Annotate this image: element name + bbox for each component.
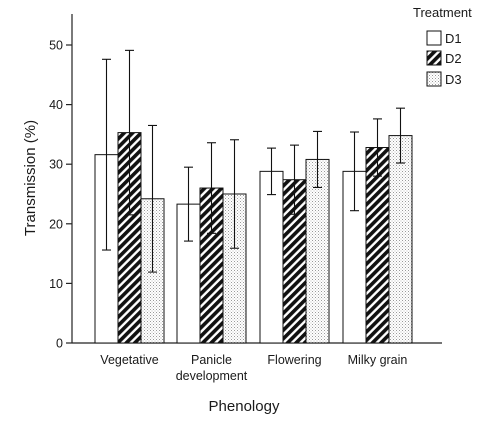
x-axis-title: Phenology: [209, 398, 280, 415]
bar-d3: [388, 135, 413, 344]
bars: [94, 132, 413, 344]
y-tick-label: 10: [49, 277, 63, 291]
x-tick-label: Panicle: [191, 353, 232, 367]
y-tick-label: 50: [49, 39, 63, 53]
x-tick-label: development: [176, 369, 248, 383]
legend-swatch-d3: [426, 71, 442, 87]
error-bar: [125, 49, 134, 216]
error-bar: [207, 142, 216, 234]
error-bar: [313, 130, 322, 188]
y-axis-title: Transmission (%): [22, 120, 39, 236]
y-tick-label: 20: [49, 217, 63, 231]
y-tick-label: 0: [56, 337, 63, 351]
y-tick-label: 40: [49, 98, 63, 112]
x-ticks: Vegetative Panicle development Flowering Mil…: [100, 353, 407, 383]
error-bar: [396, 107, 405, 164]
error-bar: [373, 118, 382, 177]
x-tick-label: Milky grain: [348, 353, 408, 367]
error-bars: [102, 49, 405, 273]
legend-title: Treatment: [413, 5, 472, 20]
error-bar: [184, 166, 193, 242]
legend: Treatment D1 D2 D3: [413, 5, 472, 87]
y-tick-label: 30: [49, 158, 63, 172]
error-bar: [350, 131, 359, 212]
bar-d1: [259, 170, 284, 344]
error-bar: [290, 144, 299, 215]
legend-label-d2: D2: [445, 51, 462, 66]
error-bar: [267, 147, 276, 196]
legend-swatch-d1: [426, 30, 442, 46]
x-tick-label: Flowering: [267, 353, 321, 367]
error-bar: [230, 139, 239, 249]
error-bar: [102, 58, 111, 251]
x-tick-label: Vegetative: [100, 353, 158, 367]
legend-label-d1: D1: [445, 31, 462, 46]
y-ticks: 0 10 20 30 40 50: [49, 39, 72, 351]
legend-label-d3: D3: [445, 72, 462, 87]
bar-d2: [365, 147, 390, 344]
legend-swatch-d2: [426, 50, 442, 66]
error-bar: [148, 124, 157, 273]
